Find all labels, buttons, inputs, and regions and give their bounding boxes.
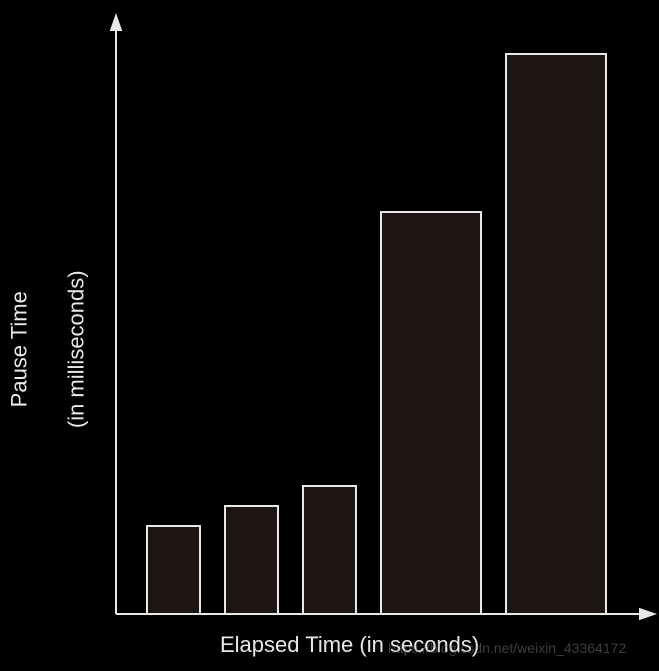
x-axis-arrow-icon (639, 608, 657, 621)
bar-2 (303, 486, 356, 614)
y-axis-arrow-icon (110, 13, 123, 31)
watermark-text: https://blog.csdn.net/weixin_43364172 (388, 640, 626, 656)
bar-0 (147, 526, 200, 614)
y-axis-label-line1: Pause Time (6, 291, 31, 407)
y-axis-label-line2: (in milliseconds) (63, 270, 88, 428)
watermark: https://blog.csdn.net/weixin_43364172 (388, 640, 626, 656)
bar-4 (506, 54, 606, 614)
bar-1 (225, 506, 278, 614)
chart-container: Pause Time (in milliseconds) Elapsed Tim… (0, 0, 659, 671)
y-axis-label: Pause Time (in milliseconds) (0, 231, 119, 491)
bar-3 (381, 212, 481, 614)
